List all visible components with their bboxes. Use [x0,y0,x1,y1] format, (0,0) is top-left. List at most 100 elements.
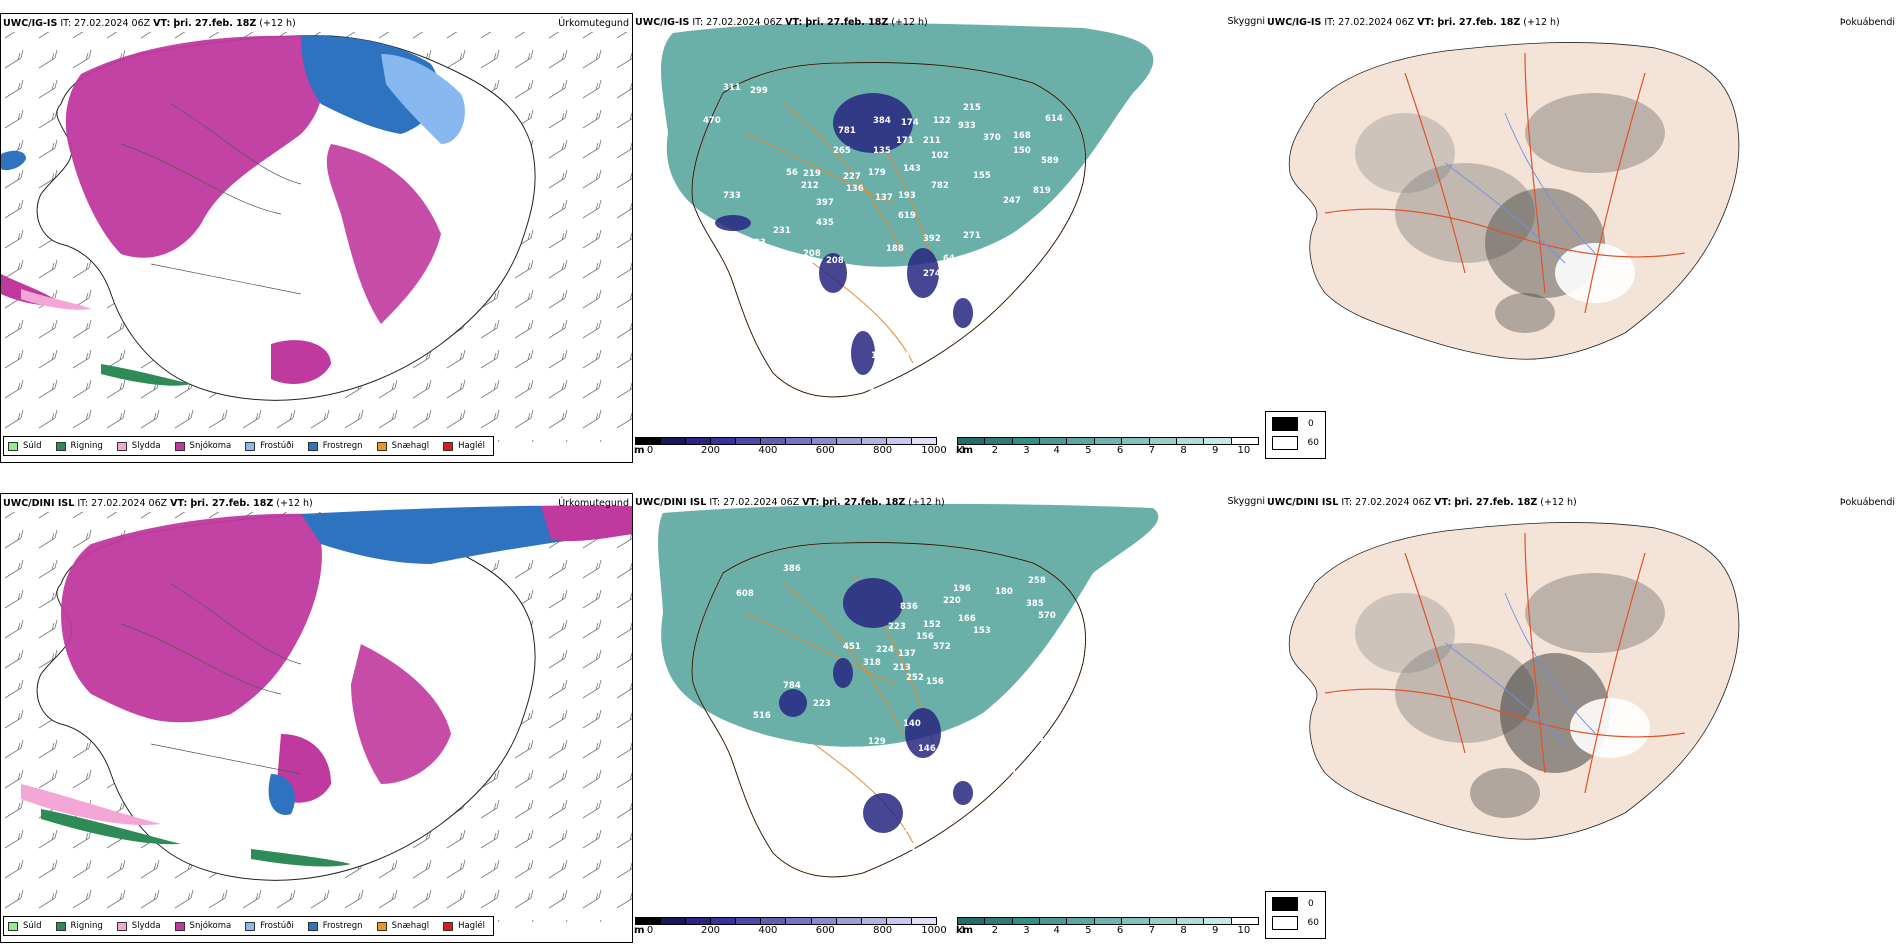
precip-map-1 [1,32,632,442]
visibility-label: 224 [1088,604,1106,614]
colorbar-tick-label: 1000 [921,925,947,936]
colorbar-tick-label: 4 [1053,925,1060,936]
legend-label: Slydda [131,441,161,451]
visibility-label: 435 [816,218,834,228]
panel-label-fog: Þokuábendi [1839,17,1895,28]
visibility-label: 781 [838,126,856,136]
precip-type-legend: Súld Rigning Slydda Snjókoma Frostúði Frostre… [3,436,495,456]
rivers [1444,592,1596,744]
visibility-label: 782 [931,181,949,191]
colorbar-segment [636,438,662,444]
legend-swatch [8,441,18,451]
precip-type-panel-1: UWC/IG-IS IT: 27.02.2024 06Z VT: þri. 27… [0,13,633,463]
colorbar-segment [1149,918,1177,924]
visibility-label: 135 [873,146,891,156]
colorbar-tick-label: 9 [1212,445,1219,456]
colorbar-segment [761,918,787,924]
colorbar-tick-label: 3 [1023,445,1030,456]
colorbar-segment [736,918,762,924]
panel-title: UWC/IG-IS IT: 27.02.2024 06Z VT: þri. 27… [3,18,296,29]
colorbar-tick-label: 0 [646,445,654,456]
colorbar-segment [1094,438,1123,444]
colorbar-segment [711,438,737,444]
visibility-label: 59 [874,366,886,376]
visibility-label: 572 [933,642,951,652]
visibility-label: 258 [1028,576,1046,586]
snow-area [65,35,324,258]
fog-shading [1355,573,1665,818]
fog-map-1 [1288,42,1740,360]
colorbar-segment [911,438,936,444]
colorbar-tick-label: 5 [1085,925,1092,936]
visibility-label: 103 [923,303,941,313]
precip-type-panel-2: UWC/DINI ISL IT: 27.02.2024 06Z VT: þri.… [0,493,633,943]
fog-index-panel-2: UWC/DINI ISL IT: 27.02.2024 06Z VT: þri.… [1265,493,1900,943]
legend-label: Snjókoma [189,441,232,451]
visibility-label: 318 [863,658,881,668]
colorbar-segment [686,918,712,924]
precip-type-legend: Súld Rigning Slydda Snjókoma Frostúði Frostre… [3,916,495,936]
precip-legend-item: Rigning [55,441,103,451]
colorbar-segment [1231,438,1258,444]
visibility-label: 117 [1045,316,1063,326]
colorbar-segment [1176,918,1205,924]
visibility-label: 65 [905,870,917,880]
visibility-label: 91 [1041,692,1053,702]
legend-label: Súld [23,921,42,931]
precip-legend-item: Frostregn [307,921,363,931]
colorbar-tick-label: 3 [1023,925,1030,936]
colorbar-tick-label: 1000 [921,445,947,456]
visibility-label: 143 [903,164,921,174]
colorbar-unit: km [956,445,974,456]
teal-visibility-area [658,503,1159,747]
visibility-label: 247 [1003,196,1021,206]
visibility-label: 208 [826,256,844,266]
visibility-label: 608 [736,589,754,599]
visibility-label: 211 [923,136,941,146]
precip-legend-item: Snjókoma [174,921,231,931]
visibility-label: 232 [898,351,916,361]
visibility-label: 166 [958,614,976,624]
visibility-low-cells [715,93,973,375]
visibility-label: 179 [1011,768,1029,778]
visibility-map-2: 386 258 608 196 180 836 220 385 224 223 … [658,503,1159,880]
legend-swatch [443,921,454,931]
colorbar-segment [1012,918,1041,924]
visibility-label: 819 [1033,186,1051,196]
visibility-label: 196 [953,584,971,594]
colorbar-tick-label: 4 [1053,445,1060,456]
visibility-label: 21 [1060,679,1072,689]
visibility-label: 140 [903,719,921,729]
colorbar-tick-label: 10 [1237,445,1251,456]
colorbar-segment [985,918,1013,924]
visibility-label: 168 [1013,131,1031,141]
visibility-label: 87 [995,726,1007,736]
fog-legend-1: 0 60 [1265,411,1326,459]
colorbar-tick-label: 5 [1085,445,1092,456]
colorbar-segment [958,438,986,444]
colorbar-unit: m [634,445,645,456]
colorbar-tick-label: 400 [758,925,778,936]
legend-label: Rigning [70,441,103,451]
legend-swatch [8,921,18,931]
precip-legend-item: Slydda [116,441,161,451]
visibility-label: 386 [783,564,801,574]
visibility-colorbar-km: km 1 2 3 4 5 6 7 8 9 10 [956,917,1259,937]
visibility-label: 614 [1045,114,1063,124]
fog-shading [1355,93,1665,333]
colorbar-segment [861,438,887,444]
visibility-label: 129 [868,737,886,747]
visibility-label: 49 [869,387,881,397]
colorbar-segment [636,918,662,924]
visibility-label: 122 [933,116,951,126]
visibility-label: 230 [1019,709,1037,719]
visibility-panel-2: 386 258 608 196 180 836 220 385 224 223 … [633,493,1265,943]
legend-label: Súld [23,441,42,451]
panel-label-visibility: Skyggni [1227,16,1265,27]
visibility-label: 836 [900,602,918,612]
visibility-colorbar-m: m 0 200 400 600 800 1000 [634,917,947,937]
panel-label-precip-type: Úrkomutegund [558,498,629,509]
rivers [1444,112,1596,264]
visibility-label: 74 [858,271,870,281]
visibility-label: 105 [848,746,866,756]
